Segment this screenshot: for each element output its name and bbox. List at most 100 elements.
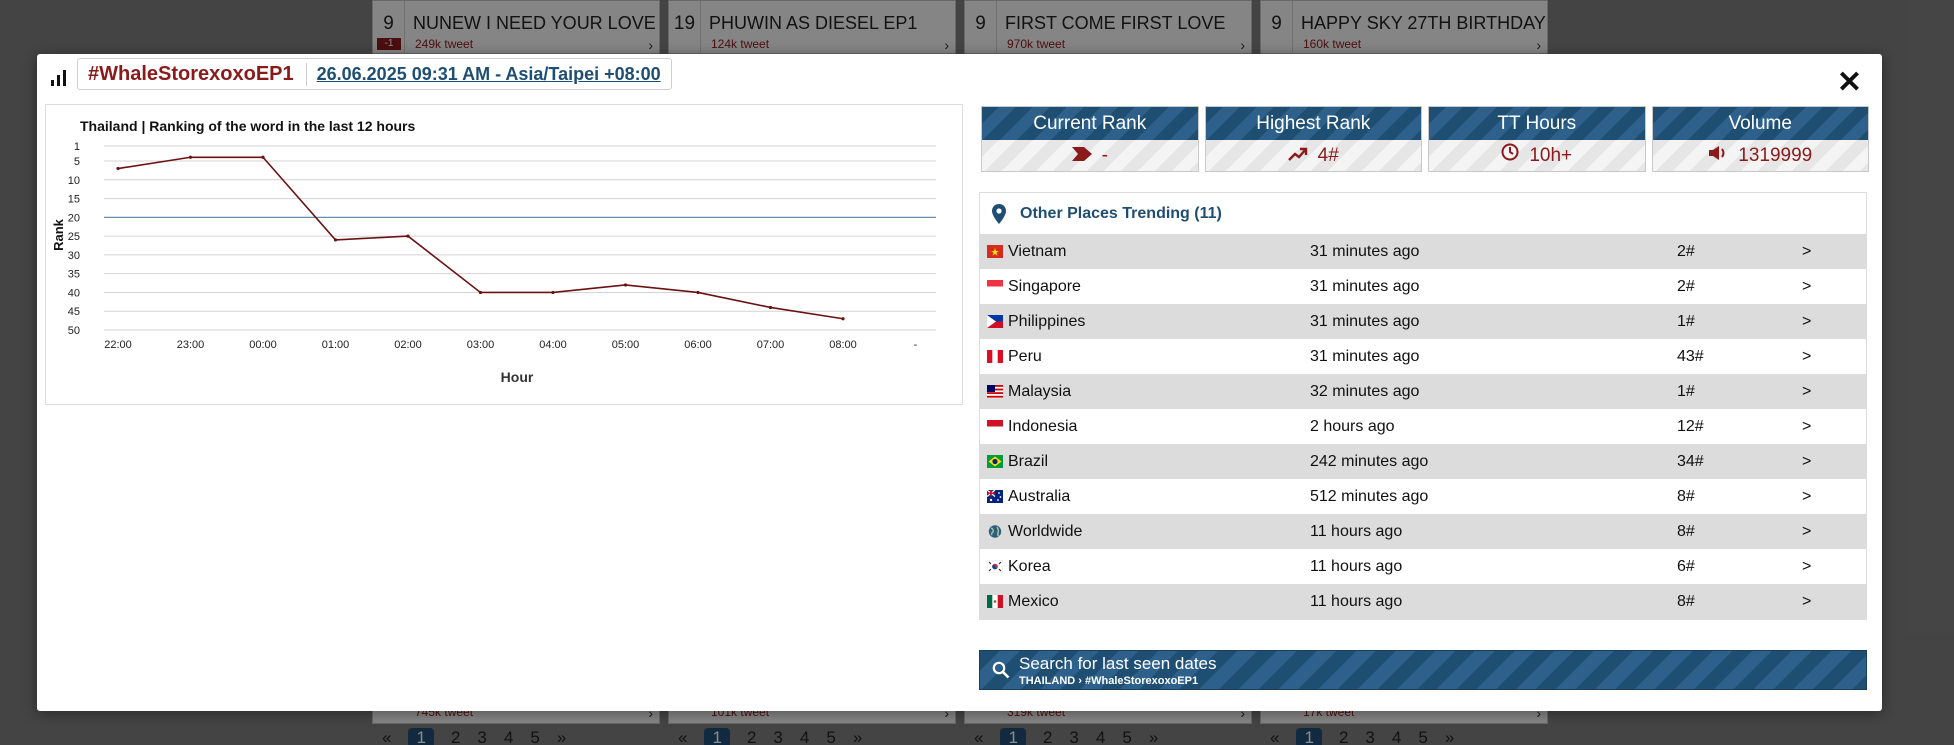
open-place-button[interactable]: > (1802, 592, 1812, 610)
page-button[interactable]: 4 (1391, 728, 1402, 745)
pagination: « 1 2 3 4 5 » (382, 728, 583, 745)
place-row[interactable]: Malaysia 32 minutes ago 1# > (980, 374, 1866, 409)
trend-card[interactable]: 9 FIRST COME FIRST LOVE 970k tweet › (964, 0, 1252, 55)
page-button[interactable]: 3 (477, 728, 487, 745)
pagination: « 1 2 3 4 5 » (974, 728, 1175, 745)
last-page-button[interactable]: » (1148, 728, 1159, 745)
open-place-button[interactable]: > (1802, 557, 1812, 575)
page-button[interactable]: 2 (746, 728, 757, 745)
search-last-seen-button[interactable]: Search for last seen dates THAILAND › #W… (979, 650, 1867, 690)
y-tick-label: 15 (68, 194, 80, 206)
trend-title: PHUWIN AS DIESEL EP1 (709, 13, 918, 33)
place-row[interactable]: Singapore 31 minutes ago 2# > (980, 269, 1866, 304)
place-row[interactable]: Australia 512 minutes ago 8# > (980, 479, 1866, 514)
first-page-button[interactable]: « (1270, 728, 1280, 745)
page-button[interactable]: 3 (1069, 728, 1079, 745)
country-name: Malaysia (1008, 382, 1072, 400)
data-point[interactable] (696, 290, 700, 295)
page-button[interactable]: 2 (450, 728, 461, 745)
place-row[interactable]: Peru 31 minutes ago 43# > (980, 339, 1866, 374)
data-point[interactable] (768, 305, 773, 310)
data-point[interactable] (406, 234, 410, 238)
page-button[interactable]: 1 (1296, 728, 1322, 745)
page-button[interactable]: 2 (1338, 728, 1349, 745)
data-point[interactable] (841, 317, 845, 321)
place-row[interactable]: Brazil 242 minutes ago 34# > (980, 444, 1866, 479)
page-button[interactable]: 5 (1418, 728, 1428, 745)
place-row[interactable]: Indonesia 2 hours ago 12# > (980, 409, 1866, 444)
chevron-right-icon[interactable]: › (1536, 705, 1541, 721)
first-page-button[interactable]: « (678, 728, 688, 745)
page-button[interactable]: 4 (1095, 728, 1106, 745)
page-button[interactable]: 4 (503, 728, 514, 745)
last-page-button[interactable]: » (556, 728, 567, 745)
x-tick-label: 03:00 (467, 339, 495, 351)
country-name: Indonesia (1008, 417, 1078, 435)
chevron-right-icon[interactable]: › (648, 37, 653, 53)
chevron-right-icon[interactable]: › (648, 705, 653, 721)
data-point[interactable] (478, 290, 483, 295)
chevron-right-icon[interactable]: › (944, 705, 949, 721)
y-tick-label: 10 (68, 175, 80, 187)
place-row[interactable]: Mexico 11 hours ago 8# > (980, 584, 1866, 619)
first-page-button[interactable]: « (382, 728, 392, 745)
close-button[interactable]: ✕ (1836, 66, 1862, 99)
place-row[interactable]: Korea 11 hours ago 6# > (980, 549, 1866, 584)
stat-value: 10h+ (1529, 145, 1573, 166)
data-point[interactable] (188, 155, 193, 159)
chevron-right-icon[interactable]: › (1240, 705, 1245, 721)
trend-rank: 9 (373, 1, 405, 55)
open-place-button[interactable]: > (1802, 312, 1812, 330)
data-point[interactable] (623, 283, 628, 287)
chevron-right-icon[interactable]: › (1240, 37, 1245, 53)
open-place-button[interactable]: > (1802, 242, 1812, 260)
last-page-button[interactable]: » (852, 728, 863, 745)
page-button[interactable]: 2 (1042, 728, 1053, 745)
data-point[interactable] (261, 155, 265, 159)
place-rank: 34# (1677, 452, 1704, 470)
open-place-button[interactable]: > (1802, 277, 1812, 295)
trend-card[interactable]: 19 PHUWIN AS DIESEL EP1 124k tweet › (668, 0, 956, 55)
time-ago: 11 hours ago (1310, 592, 1403, 610)
datetime-link[interactable]: 26.06.2025 09:31 AM - Asia/Taipei +08:00 (316, 63, 661, 84)
page-button[interactable]: 3 (1365, 728, 1375, 745)
place-row[interactable]: Philippines 31 minutes ago 1# > (980, 304, 1866, 339)
y-tick-label: 40 (68, 287, 80, 299)
last-page-button[interactable]: » (1444, 728, 1455, 745)
first-page-button[interactable]: « (974, 728, 984, 745)
data-point[interactable] (551, 290, 555, 295)
page-button[interactable]: 1 (1000, 728, 1026, 745)
country-name: Worldwide (1008, 522, 1083, 540)
open-place-button[interactable]: > (1802, 452, 1812, 470)
open-place-button[interactable]: > (1802, 382, 1812, 400)
page-button[interactable]: 5 (530, 728, 540, 745)
mexico-flag-icon (987, 595, 1003, 608)
x-tick-label: 00:00 (249, 339, 277, 351)
chevron-right-icon[interactable]: › (1536, 37, 1541, 53)
place-row[interactable]: Vietnam 31 minutes ago 2# > (980, 234, 1866, 269)
chevron-right-icon[interactable]: › (944, 37, 949, 53)
y-tick-label: 50 (68, 325, 80, 337)
page-button[interactable]: 1 (408, 728, 434, 745)
stat-label: Volume (1652, 107, 1868, 140)
page-button[interactable]: 1 (704, 728, 730, 745)
open-place-button[interactable]: > (1802, 522, 1812, 540)
x-tick-label: 01:00 (322, 339, 350, 351)
place-row[interactable]: Worldwide 11 hours ago 8# > (980, 514, 1866, 549)
malaysia-flag-icon (987, 385, 1003, 398)
country-name: Singapore (1008, 277, 1081, 295)
page-button[interactable]: 3 (773, 728, 783, 745)
trend-card[interactable]: 9 HAPPY SKY 27TH BIRTHDAY 160k tweet › (1260, 0, 1548, 55)
data-point[interactable] (116, 166, 120, 171)
data-point[interactable] (333, 238, 338, 242)
page-button[interactable]: 4 (799, 728, 810, 745)
trend-rank: 19 (669, 1, 701, 55)
open-place-button[interactable]: > (1802, 347, 1812, 365)
page-button[interactable]: 5 (826, 728, 836, 745)
trend-card[interactable]: 9 -1 NUNEW I NEED YOUR LOVE 249k tweet › (372, 0, 660, 55)
open-place-button[interactable]: > (1802, 417, 1812, 435)
x-tick-label: 02:00 (394, 339, 422, 351)
x-tick-label: 23:00 (177, 339, 205, 351)
page-button[interactable]: 5 (1122, 728, 1132, 745)
open-place-button[interactable]: > (1802, 487, 1812, 505)
